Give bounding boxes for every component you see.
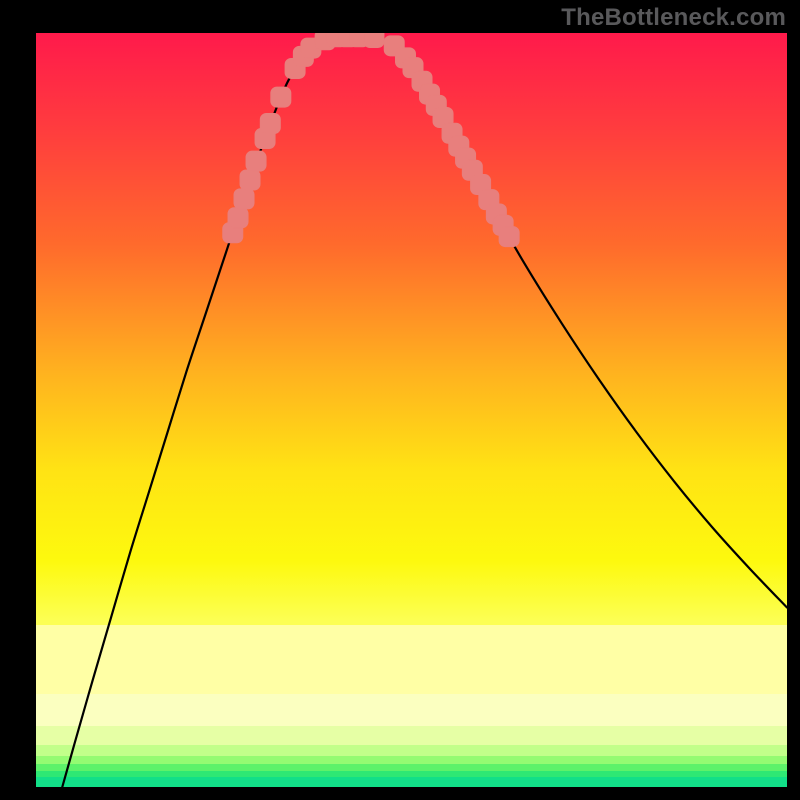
bottleneck-chart: TheBottleneck.com xyxy=(0,0,800,800)
data-marker xyxy=(246,151,266,171)
plot-area xyxy=(36,33,787,787)
data-marker xyxy=(234,189,254,209)
data-marker xyxy=(260,113,280,133)
data-marker xyxy=(228,208,248,228)
data-marker xyxy=(271,87,291,107)
curve-right xyxy=(355,36,787,607)
data-marker xyxy=(240,170,260,190)
curve-layer xyxy=(36,33,787,787)
watermark-text: TheBottleneck.com xyxy=(561,4,786,32)
data-marker xyxy=(499,227,519,247)
curve-left xyxy=(62,36,355,787)
data-marker xyxy=(364,33,384,48)
